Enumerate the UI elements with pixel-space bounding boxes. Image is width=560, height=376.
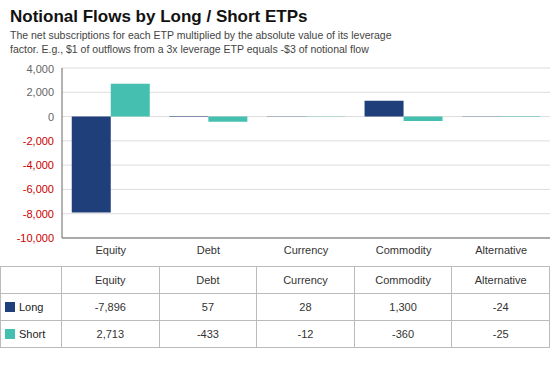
svg-text:4,000: 4,000	[26, 63, 54, 75]
html-text:Debt: Debt	[196, 274, 220, 286]
html-text:-433: -433	[196, 328, 219, 340]
svg-text:-2,000: -2,000	[23, 135, 54, 147]
html-text:Notional Flows by Long / Short: Notional Flows by Long / Short ETPs	[10, 7, 308, 26]
svg-text:-4,000: -4,000	[23, 159, 54, 171]
svg-text:-8,000: -8,000	[23, 208, 54, 220]
html-text:Currency: Currency	[283, 274, 328, 286]
html-text:-25: -25	[492, 328, 509, 340]
html-text:28: 28	[299, 301, 312, 313]
html-text:-7,896: -7,896	[94, 301, 126, 313]
html-text:Commodity: Commodity	[375, 274, 431, 286]
svg-text:2,000: 2,000	[26, 86, 54, 98]
html-text:Equity: Equity	[95, 274, 126, 286]
svg-text:Alternative: Alternative	[475, 244, 527, 256]
html-text:1,300: 1,300	[389, 301, 417, 313]
svg-text:Equity: Equity	[96, 244, 127, 256]
html-text:Alternative: Alternative	[474, 274, 527, 286]
html-text:-360: -360	[392, 328, 415, 340]
html-text:2,713: 2,713	[96, 328, 125, 340]
svg-text:-6,000: -6,000	[23, 183, 54, 195]
html-text:Short: Short	[19, 328, 46, 340]
svg-text:0: 0	[48, 111, 54, 123]
html-text:The net subscriptions for each: The net subscriptions for each ETP multi…	[10, 29, 392, 41]
svg-text:Currency: Currency	[284, 244, 329, 256]
html-text:-12: -12	[297, 328, 314, 340]
svg-text:Debt: Debt	[197, 244, 220, 256]
html-text:-24: -24	[492, 301, 509, 313]
svg-text:Commodity: Commodity	[376, 244, 432, 256]
html-text:57: 57	[201, 301, 214, 313]
html-text:factor. E.g., $1 of outflows f: factor. E.g., $1 of outflows from a 3x l…	[10, 43, 369, 55]
svg-text:-10,000: -10,000	[17, 232, 54, 244]
html-text:Long: Long	[19, 301, 44, 313]
